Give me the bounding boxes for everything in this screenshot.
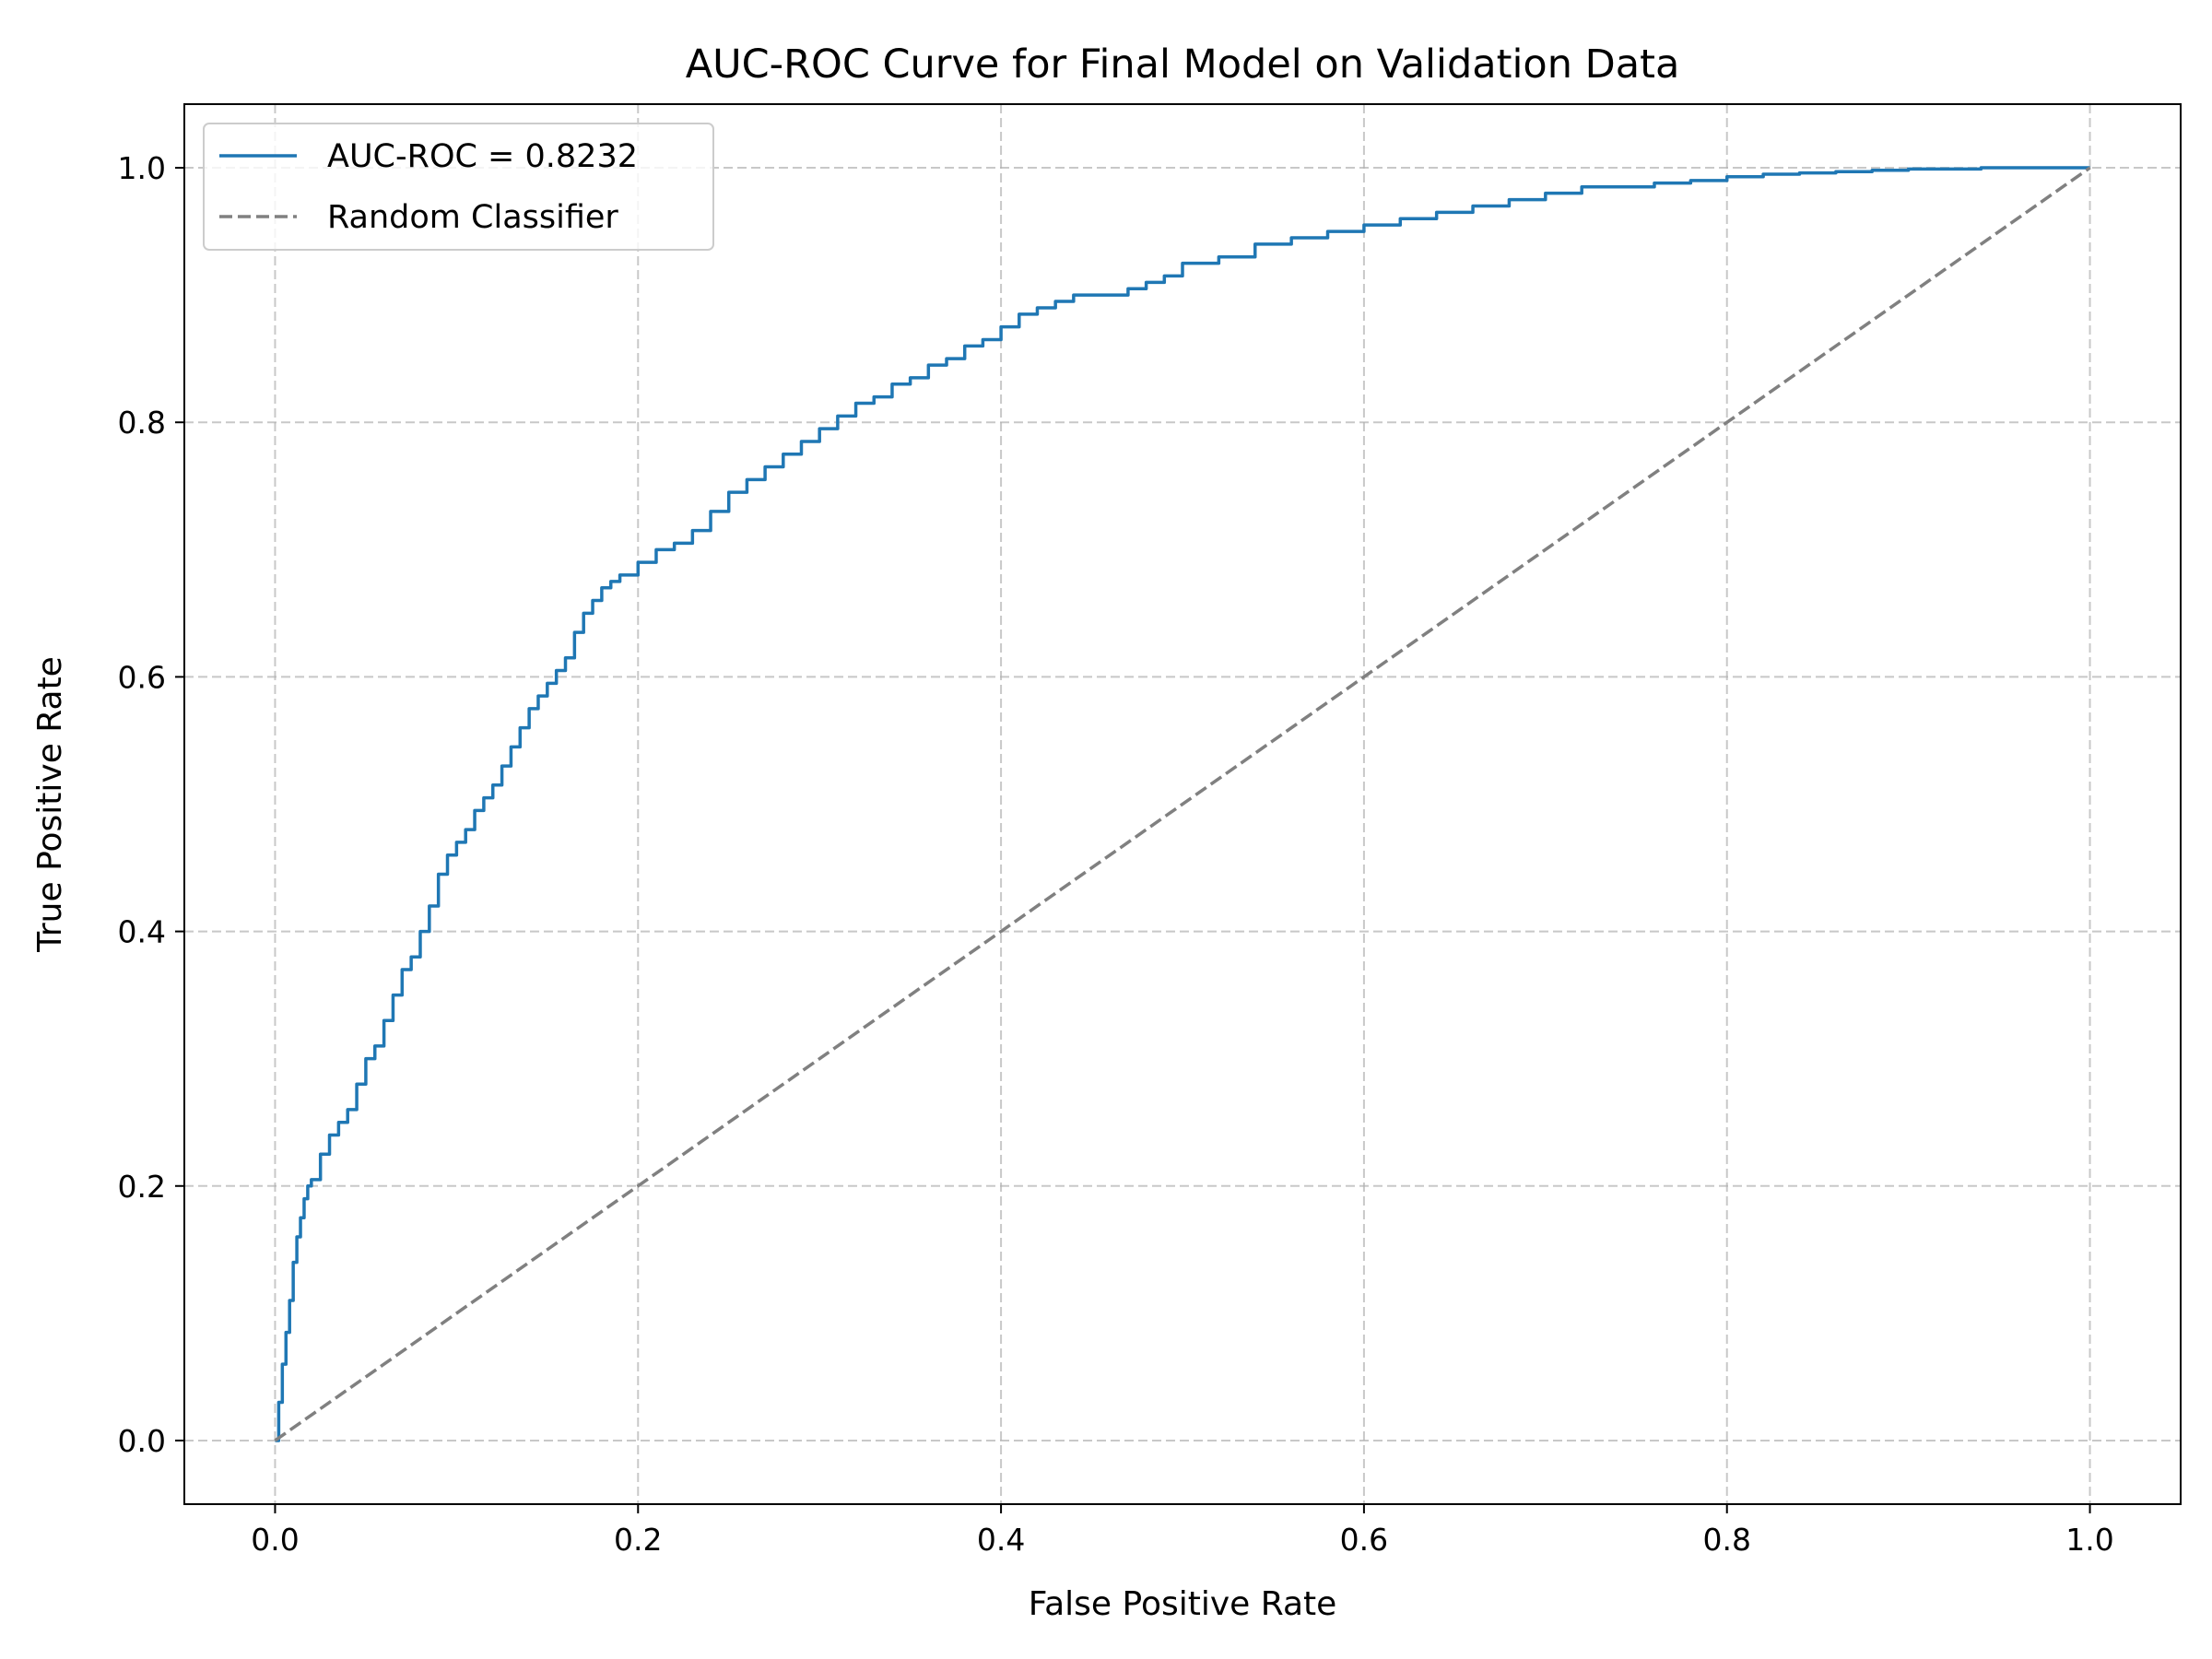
y-tick-label-4: 0.8 [118,405,166,441]
legend: AUC-ROC = 0.8232 Random Classifier [203,123,714,251]
x-tick-label-2: 0.4 [977,1522,1025,1558]
legend-box [203,123,714,251]
plot-frame [183,103,2182,1505]
legend-label-auc: AUC-ROC = 0.8232 [327,138,638,175]
y-tick-label-0: 0.0 [118,1423,166,1459]
chart-title: AUC-ROC Curve for Final Model on Validat… [686,41,1680,88]
y-axis-label: True Positive Rate [31,656,69,953]
y-tick-label-1: 0.2 [118,1169,166,1205]
x-axis-label: False Positive Rate [1029,1585,1337,1623]
x-tick-label-0: 0.0 [251,1522,299,1558]
axis-ticks: 0.0 0.2 0.4 0.6 0.8 1.0 0.0 0.2 0.4 0.6 0.8 1.0 [118,150,2114,1558]
y-tick-label-5: 1.0 [118,150,166,186]
roc-curve-line [275,166,2090,1442]
random-classifier-line [274,166,2091,1442]
series-layer [274,166,2091,1442]
grid [184,104,2181,1504]
x-tick-label-4: 0.8 [1702,1522,1750,1558]
y-tick-label-2: 0.4 [118,914,166,950]
x-tick-label-3: 0.6 [1340,1522,1388,1558]
x-tick-label-1: 0.2 [614,1522,662,1558]
legend-label-random: Random Classifier [327,199,618,236]
y-tick-label-3: 0.6 [118,659,166,695]
x-tick-label-5: 1.0 [2065,1522,2113,1558]
